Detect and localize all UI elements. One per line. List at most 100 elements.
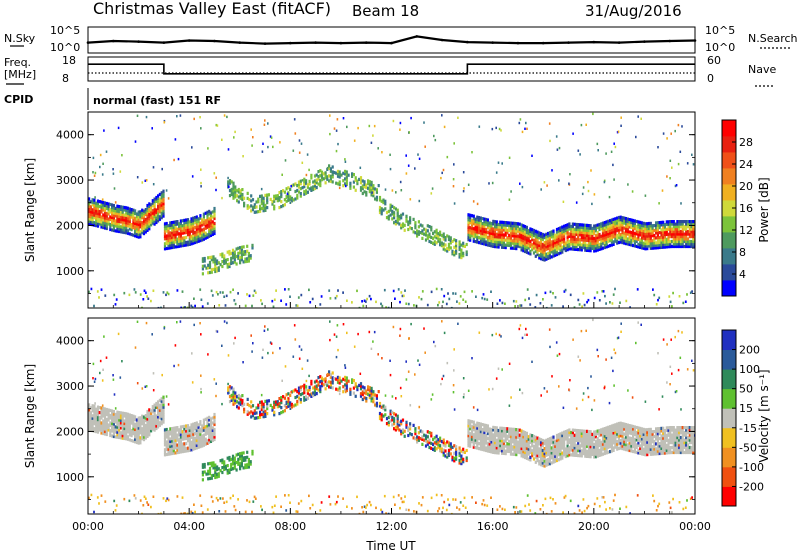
velocity-cell: [273, 410, 276, 414]
power-cell: [552, 239, 555, 243]
power-cell: [616, 229, 619, 233]
power-cell: [171, 238, 174, 242]
power-cell: [221, 138, 223, 141]
power-cell: [95, 224, 98, 228]
velocity-cell: [540, 455, 543, 459]
power-cell: [93, 221, 96, 225]
power-cell: [310, 186, 313, 190]
velocity-cell: [465, 458, 468, 463]
power-cell: [183, 236, 186, 240]
velocity-cell: [435, 437, 438, 441]
power-cell: [460, 243, 463, 247]
velocity-cell: [178, 443, 181, 447]
power-cell: [150, 299, 152, 303]
power-cell: [511, 224, 514, 228]
velocity-cell: [389, 409, 392, 413]
nsky-point: [86, 41, 90, 44]
power-cell: [259, 204, 262, 208]
velocity-cell: [151, 425, 154, 429]
power-cell: [372, 191, 375, 195]
velocity-cell: [169, 427, 172, 431]
power-cell: [571, 232, 574, 236]
power-cell: [623, 226, 626, 230]
power-cell: [363, 182, 366, 186]
velocity-cell: [338, 381, 341, 385]
velocity-cell: [139, 436, 142, 440]
power-cell: [309, 187, 312, 190]
power-cell: [455, 244, 458, 248]
velocity-cell: [264, 414, 267, 418]
power-cell: [548, 233, 551, 237]
velocity-cell: [134, 427, 137, 431]
velocity-cell: [89, 411, 92, 415]
power-cell: [342, 184, 345, 188]
power-cell: [368, 124, 371, 128]
power-cell: [529, 252, 532, 256]
velocity-cell: [384, 408, 387, 412]
velocity-cell: [335, 387, 338, 391]
power-cell: [499, 243, 502, 247]
power-cell: [96, 290, 99, 293]
velocity-cell: [95, 425, 98, 429]
velocity-cell: [508, 442, 511, 446]
power-cell: [174, 237, 177, 241]
power-cell: [409, 198, 412, 201]
velocity-cell: [96, 410, 100, 414]
power-cell: [266, 196, 269, 200]
power-cell: [226, 265, 229, 269]
velocity-cell: [137, 424, 140, 428]
power-cell: [440, 241, 443, 245]
power-cell: [239, 189, 242, 193]
velocity-cell: [524, 431, 527, 435]
power-cell: [603, 226, 606, 230]
velocity-cell: [98, 420, 101, 425]
power-cell: [493, 235, 497, 239]
velocity-cell: [516, 448, 520, 452]
power-cell: [631, 190, 634, 193]
counts-tick-top-left: 10^5: [50, 24, 80, 37]
power-cell: [575, 240, 578, 244]
power-cell: [476, 240, 479, 244]
velocity-cell: [522, 450, 525, 454]
power-cell: [577, 248, 580, 252]
power-cell: [165, 293, 167, 297]
velocity-cell: [361, 397, 364, 402]
power-cell: [185, 240, 188, 245]
power-cell: [598, 242, 601, 246]
y-tick-label: 4000: [56, 129, 84, 142]
power-cell: [308, 288, 310, 292]
power-cell: [633, 224, 636, 228]
velocity-cell: [199, 420, 202, 424]
power-cell: [488, 228, 491, 233]
velocity-cell: [250, 410, 253, 414]
counts-tick-bottom-right: 10^0: [705, 41, 735, 54]
power-cell: [150, 220, 153, 224]
velocity-cell: [207, 477, 210, 481]
velocity-cell: [561, 451, 564, 455]
power-cell: [130, 213, 133, 217]
velocity-cell: [208, 433, 211, 437]
velocity-cell: [541, 441, 544, 445]
velocity-cell: [476, 444, 479, 448]
power-cell: [208, 232, 211, 236]
power-cell: [481, 241, 484, 246]
velocity-cell: [478, 437, 481, 441]
power-cell: [589, 236, 592, 240]
velocity-cell: [543, 439, 546, 443]
power-cell: [596, 226, 599, 230]
nsky-label: N.Sky: [4, 32, 36, 45]
power-cell: [465, 252, 468, 257]
nsky-point: [415, 35, 419, 38]
power-cell: [88, 202, 91, 206]
power-cell: [183, 223, 186, 227]
velocity-cell: [88, 420, 91, 424]
power-cell: [669, 225, 672, 229]
velocity-cell: [548, 462, 551, 466]
power-cell: [566, 225, 569, 229]
velocity-cell: [486, 446, 489, 451]
power-cell: [520, 235, 523, 240]
velocity-cell: [160, 417, 163, 421]
power-cell: [575, 237, 578, 241]
power-cell: [536, 238, 539, 242]
power-cell: [547, 254, 550, 258]
